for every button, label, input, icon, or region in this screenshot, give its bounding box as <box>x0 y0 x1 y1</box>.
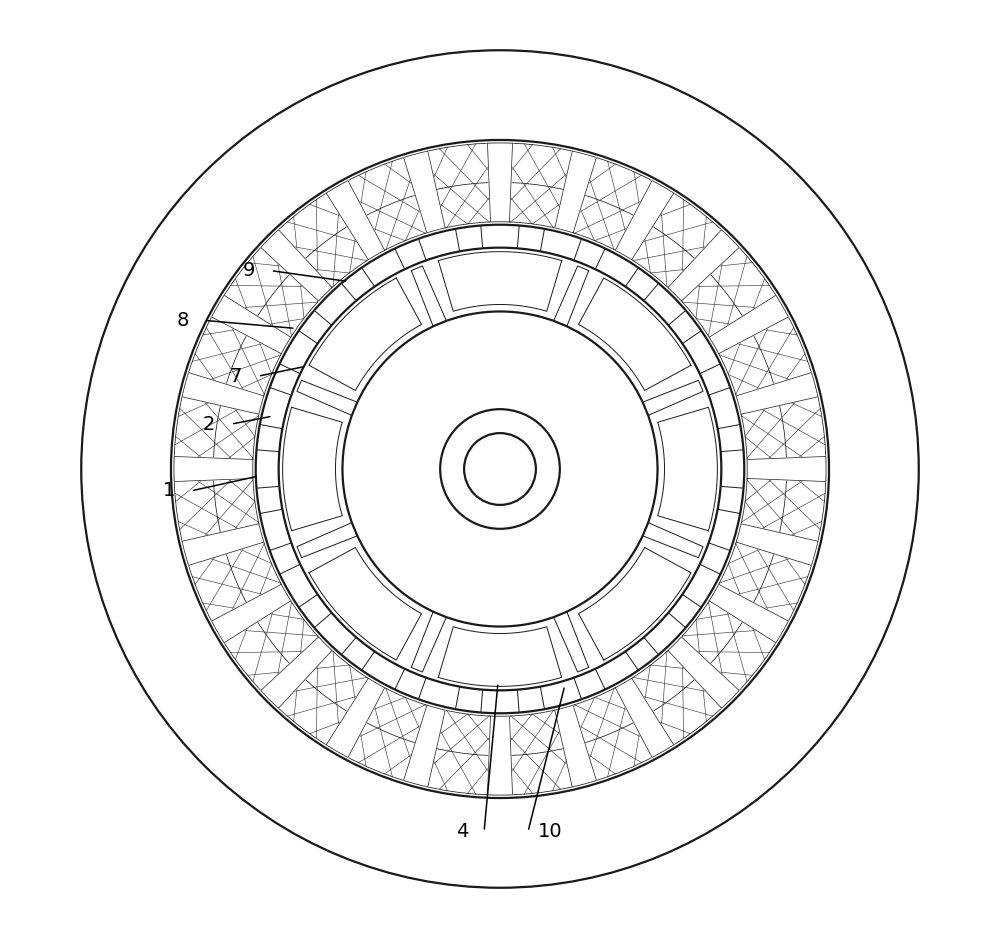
Polygon shape <box>487 143 513 222</box>
Polygon shape <box>212 584 291 643</box>
Polygon shape <box>487 716 513 795</box>
Circle shape <box>330 555 345 570</box>
Polygon shape <box>182 523 264 566</box>
Polygon shape <box>404 151 445 233</box>
Polygon shape <box>709 295 788 354</box>
Polygon shape <box>411 524 484 672</box>
Polygon shape <box>736 523 818 566</box>
Polygon shape <box>309 548 422 660</box>
Polygon shape <box>578 548 691 660</box>
Polygon shape <box>297 380 445 453</box>
Text: 2: 2 <box>203 415 215 433</box>
Circle shape <box>360 594 375 609</box>
Circle shape <box>625 329 640 344</box>
Polygon shape <box>516 524 589 672</box>
Text: 10: 10 <box>538 823 562 841</box>
Polygon shape <box>516 266 589 414</box>
Circle shape <box>674 510 689 525</box>
Polygon shape <box>174 457 253 481</box>
Circle shape <box>360 329 375 344</box>
Circle shape <box>399 299 414 314</box>
Polygon shape <box>297 485 445 558</box>
Polygon shape <box>404 705 445 787</box>
Polygon shape <box>709 584 788 643</box>
Polygon shape <box>615 181 674 260</box>
Polygon shape <box>261 637 332 708</box>
Text: 1: 1 <box>163 481 175 501</box>
Circle shape <box>541 643 556 658</box>
Polygon shape <box>261 230 332 301</box>
Polygon shape <box>555 151 596 233</box>
Polygon shape <box>578 278 691 390</box>
Circle shape <box>330 368 345 383</box>
Polygon shape <box>668 637 739 708</box>
Polygon shape <box>283 407 342 531</box>
Circle shape <box>655 555 670 570</box>
Circle shape <box>444 643 459 658</box>
Circle shape <box>305 461 320 477</box>
Circle shape <box>464 433 536 505</box>
Text: 7: 7 <box>230 367 242 386</box>
Circle shape <box>680 461 695 477</box>
Polygon shape <box>212 295 291 354</box>
Text: 4: 4 <box>456 823 468 841</box>
Circle shape <box>311 510 326 525</box>
Circle shape <box>493 649 507 664</box>
Circle shape <box>399 624 414 639</box>
Polygon shape <box>747 457 826 481</box>
Circle shape <box>440 409 560 529</box>
Polygon shape <box>309 278 422 390</box>
Polygon shape <box>615 678 674 757</box>
Polygon shape <box>182 372 264 415</box>
Circle shape <box>625 594 640 609</box>
Polygon shape <box>668 230 739 301</box>
Circle shape <box>674 413 689 428</box>
Circle shape <box>279 248 721 690</box>
Circle shape <box>444 280 459 295</box>
Circle shape <box>342 311 658 627</box>
Circle shape <box>493 274 507 289</box>
Polygon shape <box>326 181 385 260</box>
Polygon shape <box>438 251 562 311</box>
Polygon shape <box>438 627 562 687</box>
Text: 8: 8 <box>177 310 189 330</box>
Circle shape <box>586 624 601 639</box>
Polygon shape <box>658 407 717 531</box>
Polygon shape <box>555 485 703 558</box>
Polygon shape <box>555 705 596 787</box>
Circle shape <box>171 140 829 798</box>
Polygon shape <box>411 266 484 414</box>
Circle shape <box>586 299 601 314</box>
Circle shape <box>311 413 326 428</box>
Polygon shape <box>555 380 703 453</box>
Text: 9: 9 <box>243 261 255 280</box>
Circle shape <box>541 280 556 295</box>
Circle shape <box>655 368 670 383</box>
Polygon shape <box>326 678 385 757</box>
Polygon shape <box>736 372 818 415</box>
